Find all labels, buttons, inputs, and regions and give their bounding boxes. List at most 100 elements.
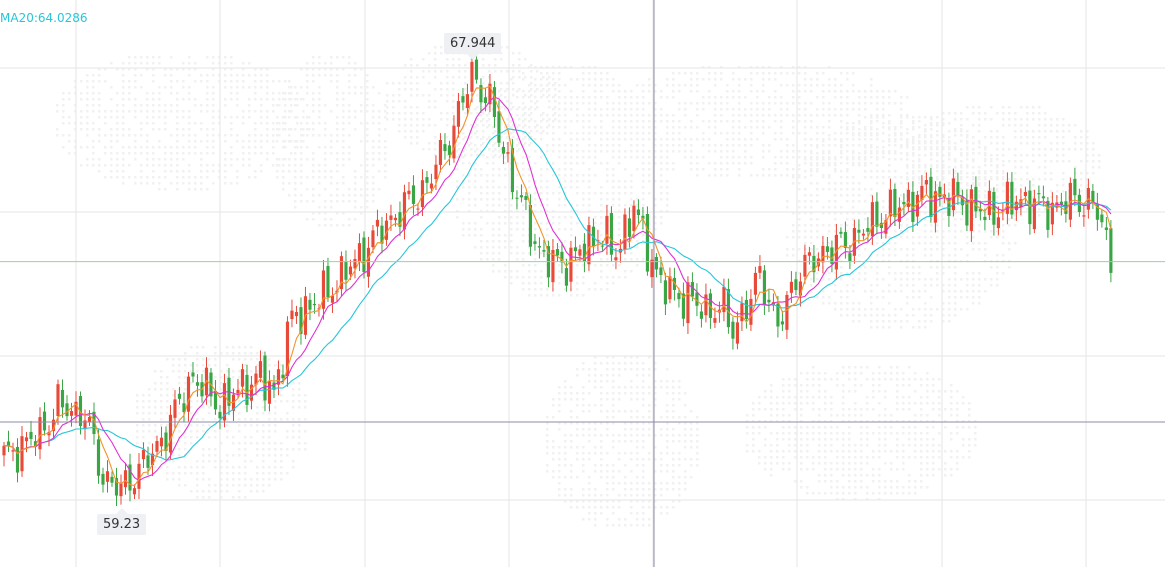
candle-body bbox=[722, 286, 726, 313]
candle-body bbox=[240, 369, 245, 387]
candle-body bbox=[299, 307, 303, 334]
candle-body bbox=[686, 282, 690, 324]
candle-body bbox=[569, 247, 573, 282]
candle-body bbox=[965, 200, 969, 226]
candle-body bbox=[461, 96, 465, 103]
candle-body bbox=[587, 225, 591, 265]
candle-body bbox=[830, 247, 834, 264]
candle-body bbox=[56, 384, 60, 417]
candle-body bbox=[1046, 200, 1050, 230]
candle-body bbox=[483, 97, 488, 103]
candle-body bbox=[915, 194, 919, 217]
candle-body bbox=[758, 266, 762, 273]
candle-body bbox=[1010, 181, 1014, 215]
candle-body bbox=[470, 61, 474, 92]
candle-body bbox=[735, 322, 739, 344]
candle-body bbox=[803, 254, 807, 277]
candle-body bbox=[834, 234, 838, 270]
candle-body bbox=[861, 233, 865, 236]
candle-body bbox=[155, 441, 159, 452]
candle-body bbox=[713, 318, 717, 323]
candle-body bbox=[317, 308, 321, 310]
candle-body bbox=[263, 355, 267, 401]
candle-body bbox=[938, 186, 942, 197]
candle-body bbox=[236, 389, 240, 394]
candle-body bbox=[123, 470, 128, 488]
candle-body bbox=[1109, 228, 1113, 273]
candle-body bbox=[663, 280, 668, 305]
candle-body bbox=[992, 192, 996, 225]
candle-body bbox=[1032, 198, 1036, 230]
candle-body bbox=[168, 414, 173, 453]
candle-body bbox=[969, 189, 973, 231]
candle-body bbox=[506, 152, 510, 154]
candle-body bbox=[182, 403, 186, 413]
candle-body bbox=[20, 436, 24, 472]
candle-body bbox=[542, 250, 546, 252]
candle-body bbox=[537, 246, 542, 248]
candle-body bbox=[785, 294, 789, 330]
candle-body bbox=[101, 473, 105, 485]
candle-body bbox=[456, 101, 461, 127]
candle-body bbox=[141, 449, 146, 460]
candle-body bbox=[429, 183, 434, 189]
candle-body bbox=[884, 220, 888, 234]
candle-body bbox=[213, 390, 218, 410]
candle-body bbox=[677, 293, 681, 300]
candle-body bbox=[632, 205, 636, 232]
candle-body bbox=[794, 279, 798, 291]
candle-body bbox=[357, 243, 362, 262]
candle-body bbox=[776, 303, 780, 327]
candle-body bbox=[767, 299, 771, 303]
candle-body bbox=[218, 411, 222, 419]
candle-body bbox=[879, 222, 883, 228]
candle-body bbox=[393, 217, 398, 221]
candle-body bbox=[605, 215, 609, 244]
candle-body bbox=[254, 373, 258, 385]
candle-body bbox=[74, 401, 78, 416]
candle-body bbox=[407, 190, 411, 195]
candle-body bbox=[744, 299, 748, 320]
candle-body bbox=[326, 265, 330, 298]
candle-body bbox=[690, 282, 695, 297]
candle-body bbox=[956, 181, 960, 196]
candle-body bbox=[353, 258, 357, 269]
candle-body bbox=[465, 94, 470, 109]
candle-body bbox=[1082, 215, 1086, 217]
candle-body bbox=[195, 382, 200, 386]
candle-body bbox=[866, 228, 870, 232]
candle-body bbox=[726, 289, 730, 328]
ma20-line bbox=[4, 128, 1112, 461]
candle-body bbox=[704, 294, 708, 316]
candle-body bbox=[492, 87, 497, 117]
candle-body bbox=[911, 191, 915, 222]
candle-body bbox=[330, 295, 335, 303]
candle-body bbox=[749, 298, 753, 325]
candle-body bbox=[434, 164, 438, 180]
candle-body bbox=[816, 258, 820, 267]
candle-body bbox=[659, 267, 663, 275]
candle-body bbox=[978, 208, 982, 212]
candle-body bbox=[1037, 193, 1041, 195]
candle-body bbox=[843, 232, 847, 248]
candle-body bbox=[222, 383, 227, 421]
candle-body bbox=[272, 382, 276, 390]
candle-body bbox=[69, 411, 74, 416]
candle-body bbox=[479, 85, 483, 103]
candle-body bbox=[51, 419, 56, 432]
candle-body bbox=[47, 432, 51, 436]
candle-body bbox=[249, 384, 254, 401]
candle-body bbox=[699, 311, 703, 319]
candle-body bbox=[582, 243, 587, 262]
candle-body bbox=[839, 231, 843, 234]
candle-body bbox=[119, 483, 123, 497]
world-map-watermark bbox=[56, 46, 1101, 527]
candle-body bbox=[128, 464, 132, 491]
candle-body bbox=[42, 411, 47, 431]
candle-body bbox=[515, 197, 519, 199]
candle-body bbox=[929, 176, 933, 218]
candle-body bbox=[87, 417, 92, 423]
candle-body bbox=[1005, 181, 1009, 214]
candle-body bbox=[1095, 203, 1099, 220]
